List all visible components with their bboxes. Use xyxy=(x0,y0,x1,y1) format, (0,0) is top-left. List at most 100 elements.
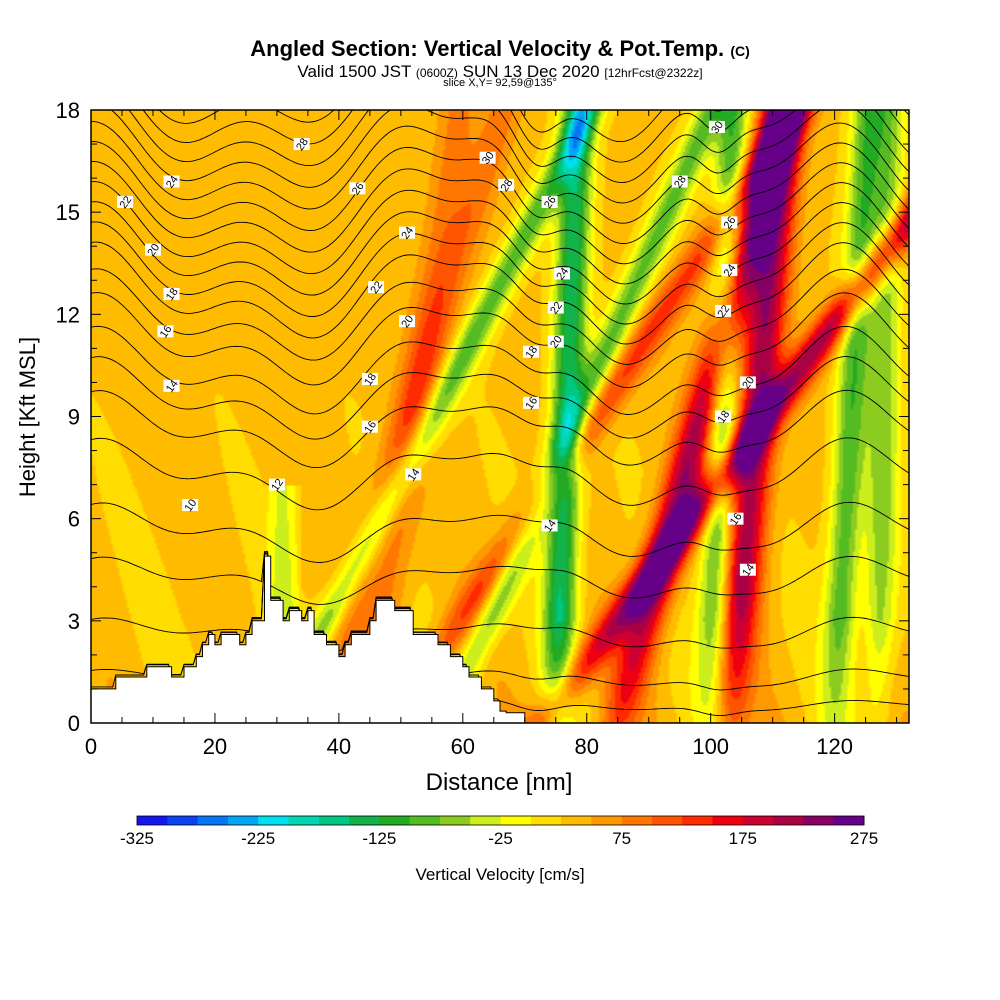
colorbar-swatch xyxy=(803,816,835,825)
contour-label: 20 xyxy=(548,334,565,351)
contour-label: 20 xyxy=(399,313,416,330)
contour-label: 18 xyxy=(715,409,732,426)
contour-label: 26 xyxy=(722,214,739,231)
contour-label: 24 xyxy=(399,225,416,242)
contour-label: 10 xyxy=(183,497,200,514)
colorbar-swatch xyxy=(530,816,562,825)
contour-label-bg xyxy=(553,267,570,280)
contour-label: 18 xyxy=(164,286,181,303)
contour-label-bg xyxy=(368,281,385,294)
colorbar: -325 -225 -125 -25 75 175 275 xyxy=(120,815,878,848)
contour-label-bg xyxy=(144,243,161,256)
y-tick-label: 12 xyxy=(56,302,80,327)
theta-contour-line xyxy=(91,268,909,365)
colorbar-tick-label: -25 xyxy=(488,829,513,848)
theta-contour-line xyxy=(91,292,909,389)
contour-label: 14 xyxy=(542,518,559,535)
contour-label-bg xyxy=(399,226,416,239)
contour-label: 28 xyxy=(294,136,311,153)
contour-label-bg xyxy=(163,175,180,188)
contour-label-bg xyxy=(361,373,378,386)
contour-label: 22 xyxy=(548,300,565,317)
colorbar-swatch xyxy=(500,816,532,825)
y-tick-label: 6 xyxy=(68,507,80,532)
colorbar-tick-label: 175 xyxy=(729,829,757,848)
contour-label-bg xyxy=(498,178,515,191)
colorbar-tick-label: 275 xyxy=(850,829,878,848)
contour-label-bg xyxy=(361,420,378,433)
contour-label: 28 xyxy=(672,174,689,191)
contour-label-bg xyxy=(715,410,732,423)
contour-label-bg xyxy=(163,379,180,392)
colorbar-swatch xyxy=(197,816,229,825)
x-tick-label: 20 xyxy=(203,734,227,759)
contour-label-bg xyxy=(349,182,366,195)
contour-label-bg xyxy=(727,512,744,525)
contour-label: 22 xyxy=(715,303,732,320)
x-tick-label: 0 xyxy=(85,734,97,759)
contour-label-bg xyxy=(522,345,539,358)
colorbar-swatch xyxy=(591,816,623,825)
theta-contour-line xyxy=(91,221,909,325)
colorbar-swatch xyxy=(379,816,411,825)
valid-date: SUN 13 Dec 2020 xyxy=(462,62,600,81)
y-tick-label: 18 xyxy=(56,98,80,123)
contour-label: 22 xyxy=(368,279,385,296)
contour-label: 22 xyxy=(117,194,134,211)
theta-contour-line xyxy=(91,181,909,285)
theta-contour-line xyxy=(91,325,909,415)
colorbar-swatch xyxy=(561,816,592,825)
theta-contour-line xyxy=(91,121,909,224)
axes: 0 20 40 60 80 100 120 0 3 6 9 12 15 18 xyxy=(56,98,909,759)
colorbar-swatch xyxy=(288,816,320,825)
y-tick-label: 15 xyxy=(56,200,80,225)
contour-label-bg xyxy=(293,138,310,151)
colorbar-swatch xyxy=(318,816,350,825)
theta-contour-line xyxy=(91,553,909,691)
colorbar-swatch xyxy=(742,816,774,825)
contour-label: 20 xyxy=(740,375,757,392)
terrain xyxy=(90,555,909,724)
contour-label: 24 xyxy=(722,262,739,279)
contour-label-bg xyxy=(721,216,738,229)
contour-label-bg xyxy=(541,195,558,208)
valid-time-line: Valid 1500 JST (0600Z) SUN 13 Dec 2020 [… xyxy=(0,62,1000,82)
theta-contour-line xyxy=(128,110,909,184)
colorbar-swatch xyxy=(773,816,804,825)
colorbar-tick-label: -325 xyxy=(120,829,154,848)
colorbar-frame xyxy=(136,815,865,826)
contour-label: 16 xyxy=(362,419,379,436)
contour-label-bg xyxy=(117,195,134,208)
contour-label: 16 xyxy=(728,511,745,528)
theta-contour-line xyxy=(142,110,909,163)
colorbar-tick-label: -125 xyxy=(362,829,396,848)
colorbar-swatch xyxy=(137,816,168,825)
contour-label-bg xyxy=(739,563,756,576)
theta-contour-line xyxy=(91,356,909,440)
contour-label: 12 xyxy=(269,477,286,494)
contour-label: 16 xyxy=(158,323,175,340)
theta-contour-line xyxy=(91,437,909,511)
contour-label: 24 xyxy=(554,266,571,283)
theta-contour-line xyxy=(91,241,909,345)
y-tick-label: 0 xyxy=(68,711,80,736)
contour-label: 24 xyxy=(164,174,181,191)
contour-label-bg xyxy=(715,304,732,317)
theta-contour-line xyxy=(91,551,909,605)
y-tick-label: 9 xyxy=(68,405,80,430)
contour-label-bg xyxy=(708,121,725,134)
contour-label: 30 xyxy=(709,119,726,136)
x-tick-label: 40 xyxy=(327,734,351,759)
vertical-velocity-field xyxy=(91,110,909,723)
contour-label-bg xyxy=(182,499,199,512)
colorbar-swatch xyxy=(712,816,744,825)
colorbar-swatch xyxy=(409,816,441,825)
contour-label: 18 xyxy=(523,344,540,361)
contour-label-bg xyxy=(721,264,738,277)
contour-label-bg xyxy=(541,519,558,532)
x-tick-label: 120 xyxy=(816,734,853,759)
x-tick-label: 60 xyxy=(451,734,475,759)
colorbar-swatch xyxy=(258,816,289,825)
contour-label: 16 xyxy=(523,395,540,412)
